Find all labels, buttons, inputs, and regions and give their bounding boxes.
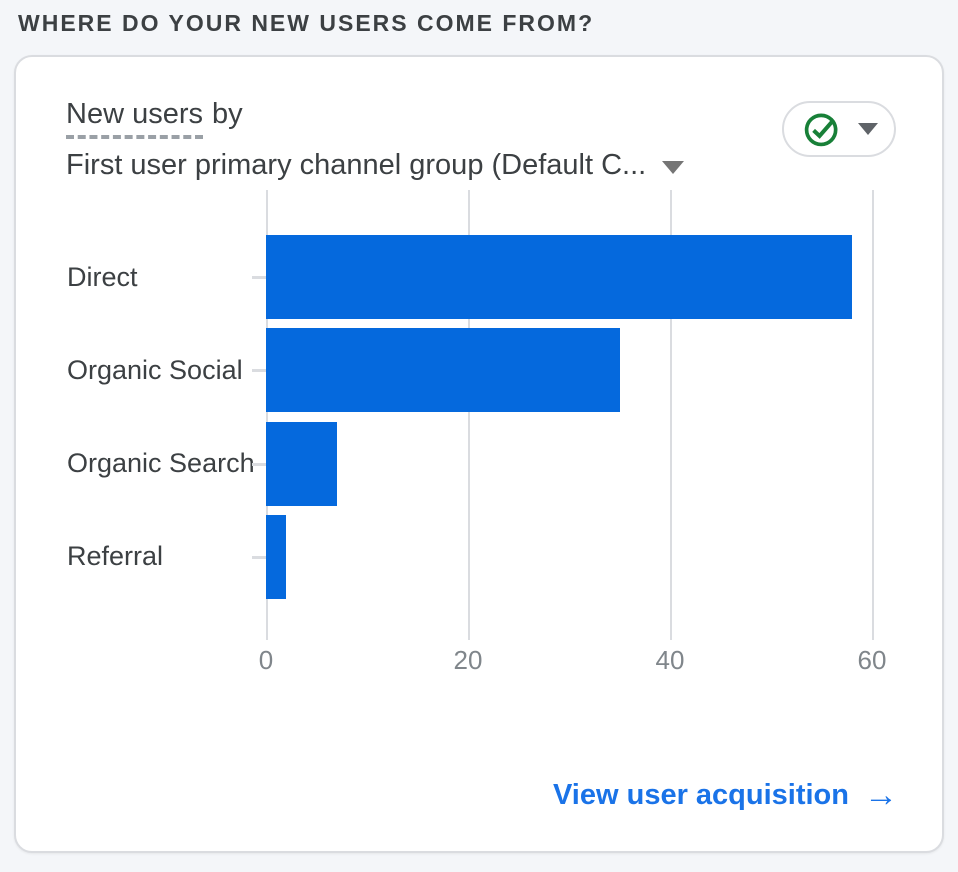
dimension-selector[interactable]: First user primary channel group (Defaul… xyxy=(66,148,685,182)
chevron-down-icon xyxy=(662,160,685,174)
y-axis-tick xyxy=(252,462,266,466)
gridline-20 xyxy=(468,190,470,640)
y-axis-tick xyxy=(252,555,266,559)
bar-organic-search[interactable] xyxy=(266,421,337,506)
section-title: WHERE DO YOUR NEW USERS COME FROM? xyxy=(18,10,595,36)
bar-organic-social[interactable] xyxy=(266,328,620,413)
bar-referral[interactable] xyxy=(266,514,287,599)
y-axis-tick xyxy=(252,276,266,279)
footer-link-label: View user acquisition xyxy=(552,779,849,811)
title-suffix: by xyxy=(212,98,243,130)
chevron-down-icon xyxy=(857,123,878,135)
gridline-40 xyxy=(670,190,672,640)
metric-term-link[interactable]: New users xyxy=(66,97,203,139)
dimension-label: First user primary channel group (Defaul… xyxy=(66,149,647,181)
card-title: New users by First user primary channel g… xyxy=(66,97,685,182)
x-tick-label-60: 60 xyxy=(857,645,887,675)
data-quality-button[interactable] xyxy=(782,101,896,157)
analytics-summary-card: New users by First user primary channel g… xyxy=(14,55,944,853)
x-tick-label-20: 20 xyxy=(453,645,483,675)
card-title-line1: New users by xyxy=(66,97,684,139)
bar-chart: 0 20 40 60 Direct Organic Social Organic Searc… xyxy=(16,190,942,730)
bar-direct[interactable] xyxy=(266,235,852,319)
check-circle-icon xyxy=(804,113,837,147)
gridline-60 xyxy=(872,190,874,640)
gridline-0 xyxy=(266,190,268,640)
x-tick-label-40: 40 xyxy=(655,645,685,675)
view-user-acquisition-link[interactable]: View user acquisition → xyxy=(552,776,898,814)
category-label-organic-social: Organic Social xyxy=(67,354,243,385)
category-label-direct: Direct xyxy=(67,261,138,292)
arrow-right-icon: → xyxy=(864,776,898,814)
category-label-referral: Referral xyxy=(67,541,164,572)
y-axis-tick xyxy=(252,369,266,373)
category-label-organic-search: Organic Search xyxy=(67,448,255,479)
x-tick-label-0: 0 xyxy=(258,645,274,675)
